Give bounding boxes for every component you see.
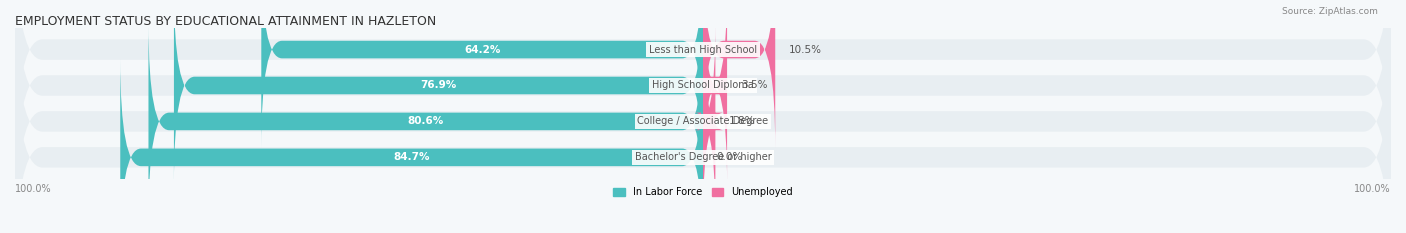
FancyBboxPatch shape: [149, 22, 703, 220]
FancyBboxPatch shape: [15, 0, 1391, 233]
Text: Less than High School: Less than High School: [650, 45, 756, 55]
Text: EMPLOYMENT STATUS BY EDUCATIONAL ATTAINMENT IN HAZLETON: EMPLOYMENT STATUS BY EDUCATIONAL ATTAINM…: [15, 15, 436, 28]
FancyBboxPatch shape: [15, 0, 1391, 183]
Text: 0.0%: 0.0%: [717, 152, 742, 162]
Text: 64.2%: 64.2%: [464, 45, 501, 55]
Legend: In Labor Force, Unemployed: In Labor Force, Unemployed: [609, 183, 797, 201]
Text: 3.5%: 3.5%: [741, 80, 768, 90]
Text: High School Diploma: High School Diploma: [652, 80, 754, 90]
FancyBboxPatch shape: [703, 0, 727, 185]
Text: 80.6%: 80.6%: [408, 116, 444, 127]
FancyBboxPatch shape: [15, 24, 1391, 233]
Text: 76.9%: 76.9%: [420, 80, 457, 90]
FancyBboxPatch shape: [15, 0, 1391, 219]
Text: 100.0%: 100.0%: [1354, 184, 1391, 194]
FancyBboxPatch shape: [174, 0, 703, 185]
Text: Bachelor's Degree or higher: Bachelor's Degree or higher: [634, 152, 772, 162]
Text: Source: ZipAtlas.com: Source: ZipAtlas.com: [1282, 7, 1378, 16]
Text: 10.5%: 10.5%: [789, 45, 823, 55]
FancyBboxPatch shape: [121, 58, 703, 233]
Text: 100.0%: 100.0%: [15, 184, 52, 194]
FancyBboxPatch shape: [703, 0, 775, 149]
Text: 84.7%: 84.7%: [394, 152, 430, 162]
Text: College / Associate Degree: College / Associate Degree: [637, 116, 769, 127]
Text: 1.8%: 1.8%: [730, 116, 755, 127]
FancyBboxPatch shape: [695, 22, 724, 220]
FancyBboxPatch shape: [262, 0, 703, 149]
